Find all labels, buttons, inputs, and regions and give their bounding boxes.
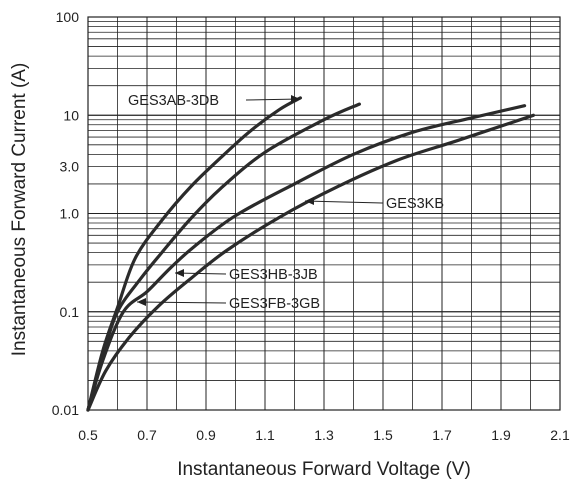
annotation-label: GES3HB-3JB xyxy=(229,267,318,283)
annotations: GES3AB-3DB GES3KB GES3HB-3JB GES3FB-3GB xyxy=(128,93,444,312)
annotation-label: GES3FB-3GB xyxy=(229,296,320,312)
grid xyxy=(87,16,561,411)
y-tick-label: 10 xyxy=(63,107,79,123)
y-tick-label: 3.0 xyxy=(60,159,80,175)
series-line-2 xyxy=(86,102,361,412)
y-tick-label: 100 xyxy=(56,9,80,25)
curves xyxy=(86,96,535,412)
y-tick-label: 0.1 xyxy=(60,304,80,320)
x-tick-label: 1.3 xyxy=(314,427,334,443)
y-axis-label: Instantaneous Forward Current (A) xyxy=(9,63,30,357)
x-axis-label: Instantaneous Forward Voltage (V) xyxy=(177,459,471,480)
annotation-leader xyxy=(304,200,384,204)
tick-labels: 0.5 0.7 0.9 1.1 1.3 1.5 1.7 1.9 2.1 0.01 0.1 1.0 3.0… xyxy=(52,9,570,443)
x-tick-label: 0.9 xyxy=(196,427,216,443)
annotation-label: GES3AB-3DB xyxy=(128,93,219,109)
plot-frame xyxy=(87,16,561,411)
annotation-arrowhead xyxy=(305,197,314,205)
x-tick-label: 1.7 xyxy=(432,427,452,443)
x-tick-label: 1.1 xyxy=(255,427,275,443)
x-tick-label: 0.5 xyxy=(78,427,98,443)
annotation-arrowhead xyxy=(291,95,300,103)
x-tick-label: 2.1 xyxy=(550,427,570,443)
series-line-4 xyxy=(86,113,535,412)
x-tick-label: 0.7 xyxy=(137,427,157,443)
x-tick-label: 1.5 xyxy=(373,427,393,443)
series-line-3 xyxy=(86,104,527,412)
annotation-arrowhead xyxy=(137,298,146,306)
annotation-label: GES3KB xyxy=(386,196,444,212)
y-tick-label: 0.01 xyxy=(52,402,79,418)
y-tick-label: 1.0 xyxy=(60,206,80,222)
x-tick-label: 1.9 xyxy=(491,427,511,443)
annotation-arrowhead xyxy=(175,269,184,277)
annotation-leader xyxy=(136,301,227,304)
